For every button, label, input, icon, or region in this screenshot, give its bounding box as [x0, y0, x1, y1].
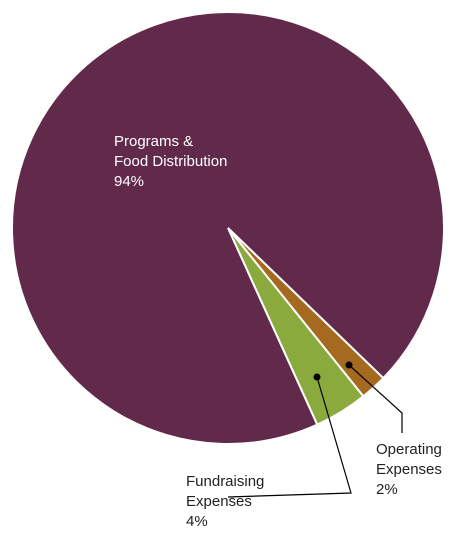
leader-line [348, 364, 403, 433]
value-label: 2% [376, 481, 398, 498]
value-label: 94% [114, 173, 145, 190]
leader-dot [313, 373, 321, 381]
value-label: 4% [186, 513, 208, 530]
leader-dot [345, 361, 353, 369]
leader-line [227, 376, 352, 498]
category-name: Programs & Food Distribution [114, 133, 228, 170]
slice-label: Operating Expenses 2% [376, 440, 442, 500]
category-name: Fundraising Expenses [186, 473, 265, 510]
slice-label: Programs & Food Distribution 94% [114, 132, 227, 192]
pie-slice [11, 11, 445, 445]
category-name: Operating Expenses [376, 441, 442, 478]
slice-label: Fundraising Expenses 4% [186, 472, 264, 532]
